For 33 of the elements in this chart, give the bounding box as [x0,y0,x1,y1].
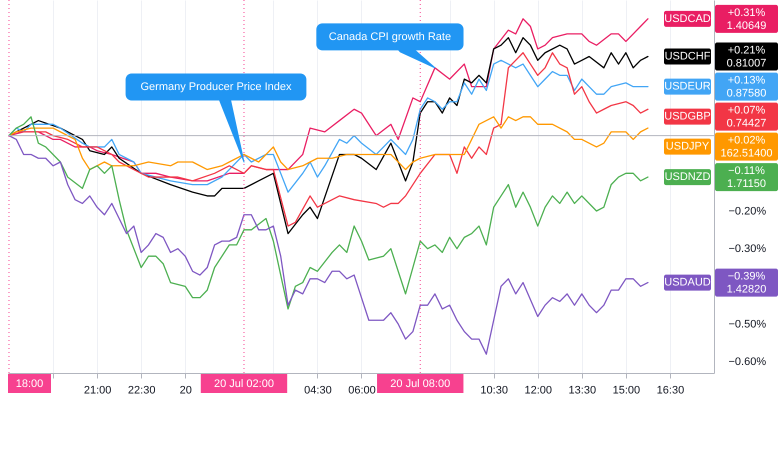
x-tick-label: 20 [180,384,192,396]
y-tick-label: −0.60% [728,356,766,368]
annotation: Canada CPI growth Rate [328,30,452,43]
x-tick-label: 22:30 [128,384,156,396]
y-tick-label: −0.50% [728,318,766,331]
x-tick-label: 04:30 [304,384,332,396]
x-tick-label: 06:00 [348,384,376,396]
ref-line-label: 20 Jul 08:00 [390,378,450,390]
series-label: USDCHF [664,50,711,63]
series-label: USDJPY [666,140,710,153]
series-label: USDEUR [664,80,711,93]
x-tick-label: 21:00 [84,384,112,396]
text: +0.02% 162.51400 [720,134,772,160]
text: +0.07% 0.74427 [726,104,766,130]
text: −0.11% 1.71150 [727,165,766,190]
ref-line-label: 18:00 [16,378,44,390]
series-label: USDCAD [664,12,711,25]
x-tick-label: 13:30 [568,384,596,396]
text: +0.31% 1.40649 [726,6,766,32]
text: +0.13% 0.87580 [726,74,766,100]
y-tick-label: −0.30% [728,243,766,256]
series-label: USDNZD [664,171,710,184]
text: −0.39% 1.42820 [726,270,766,296]
text: +0.21% 0.81007 [726,44,766,70]
x-tick-label: 15:00 [612,384,640,396]
x-tick-label: 10:30 [480,384,508,396]
ref-line-label: 20 Jul 02:00 [214,378,274,390]
y-tick-label: −0.20% [728,205,766,218]
series-label: USDAUD [664,276,711,289]
annotation: Germany Producer Price Index [140,81,292,94]
x-tick-label: 16:30 [656,384,684,396]
x-tick-label: 12:00 [524,384,552,396]
series-label: USDGBP [664,110,711,123]
